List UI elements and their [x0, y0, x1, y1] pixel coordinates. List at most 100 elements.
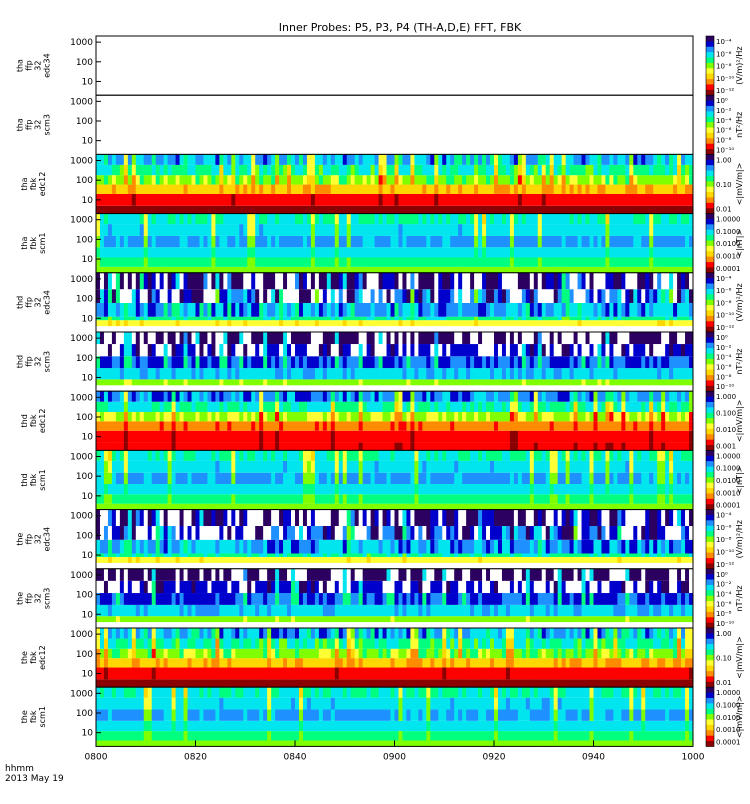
heatmap-cell — [482, 224, 486, 236]
heatmap-cell — [653, 273, 657, 289]
heatmap-cell — [199, 473, 203, 484]
colorbar-swatch — [706, 305, 714, 311]
heatmap-cell — [474, 206, 478, 214]
heatmap-cell — [199, 194, 203, 206]
heatmap-cell — [605, 317, 609, 320]
heatmap-cell — [124, 368, 128, 379]
heatmap-cell — [375, 154, 379, 164]
heatmap-cell — [546, 320, 550, 326]
heatmap-cell — [494, 267, 498, 273]
heatmap-cell — [669, 165, 673, 175]
heatmap-cell — [498, 267, 502, 273]
heatmap-cell — [279, 303, 283, 317]
heatmap-cell — [486, 443, 490, 451]
heatmap-cell — [601, 185, 605, 194]
heatmap-cell — [291, 443, 295, 451]
heatmap-cell — [104, 473, 108, 484]
heatmap-cell — [199, 154, 203, 164]
heatmap-cell — [160, 368, 164, 379]
heatmap-cell — [387, 236, 391, 247]
heatmap-cell — [462, 344, 466, 356]
heatmap-cell — [438, 344, 442, 356]
heatmap-cell — [363, 289, 367, 303]
heatmap-cell — [395, 421, 399, 430]
heatmap-cell — [673, 236, 677, 247]
heatmap-cell — [522, 194, 526, 206]
heatmap-cell — [112, 320, 116, 326]
heatmap-cell — [335, 344, 339, 356]
heatmap-cell — [566, 412, 570, 421]
heatmap-cell — [594, 356, 598, 368]
heatmap-cell — [490, 224, 494, 236]
heatmap-cell — [311, 461, 315, 473]
heatmap-cell — [641, 356, 645, 368]
heatmap-cell — [430, 258, 434, 267]
heatmap-cell — [223, 247, 227, 257]
heatmap-cell — [112, 303, 116, 317]
heatmap-cell — [295, 267, 299, 273]
heatmap-cell — [283, 165, 287, 175]
heatmap-cell — [506, 332, 510, 344]
heatmap-cell — [566, 356, 570, 368]
heatmap-cell — [510, 344, 514, 356]
heatmap-cell — [299, 504, 303, 510]
heatmap-cell — [327, 206, 331, 214]
heatmap-cell — [359, 154, 363, 164]
heatmap-cell — [303, 484, 307, 494]
heatmap-cell — [207, 267, 211, 273]
heatmap-cell — [391, 214, 395, 224]
heatmap-cell — [355, 379, 359, 385]
heatmap-cell — [387, 273, 391, 289]
heatmap-cell — [470, 267, 474, 273]
heatmap-cell — [570, 356, 574, 368]
heatmap-cell — [418, 412, 422, 421]
heatmap-cell — [677, 421, 681, 430]
heatmap-cell — [323, 402, 327, 412]
heatmap-cell — [164, 194, 168, 206]
heatmap-cell — [665, 344, 669, 356]
heatmap-cell — [199, 412, 203, 421]
heatmap-cell — [590, 391, 594, 401]
heatmap-cell — [263, 368, 267, 379]
heatmap-cell — [124, 258, 128, 267]
heatmap-cell — [538, 402, 542, 412]
heatmap-cell — [307, 267, 311, 273]
heatmap-cell — [590, 154, 594, 164]
heatmap-cell — [434, 317, 438, 320]
heatmap-cell — [140, 267, 144, 273]
heatmap-cell — [199, 165, 203, 175]
heatmap-cell — [136, 194, 140, 206]
heatmap-cell — [582, 236, 586, 247]
heatmap-cell — [279, 473, 283, 484]
heatmap-cell — [550, 154, 554, 164]
heatmap-cell — [681, 273, 685, 289]
heatmap-cell — [359, 450, 363, 460]
heatmap-cell — [112, 484, 116, 494]
heatmap-cell — [677, 368, 681, 379]
heatmap-cell — [514, 332, 518, 344]
heatmap-cell — [474, 273, 478, 289]
heatmap-cell — [299, 258, 303, 267]
heatmap-cell — [176, 289, 180, 303]
heatmap-cell — [227, 443, 231, 451]
heatmap-cell — [637, 379, 641, 385]
heatmap-cell — [673, 267, 677, 273]
heatmap-cell — [538, 303, 542, 317]
heatmap-cell — [530, 412, 534, 421]
heatmap-cell — [287, 379, 291, 385]
heatmap-cell — [271, 206, 275, 214]
heatmap-cell — [383, 450, 387, 460]
heatmap-cell — [152, 320, 156, 326]
heatmap-cell — [418, 461, 422, 473]
heatmap-cell — [414, 165, 418, 175]
heatmap-cell — [422, 267, 426, 273]
heatmap-cell — [108, 185, 112, 194]
heatmap-cell — [311, 368, 315, 379]
heatmap-cell — [335, 185, 339, 194]
heatmap-cell — [586, 320, 590, 326]
heatmap-cell — [617, 236, 621, 247]
heatmap-cell — [203, 267, 207, 273]
heatmap-cell — [458, 494, 462, 503]
heatmap-cell — [609, 379, 613, 385]
heatmap-cell — [637, 431, 641, 443]
